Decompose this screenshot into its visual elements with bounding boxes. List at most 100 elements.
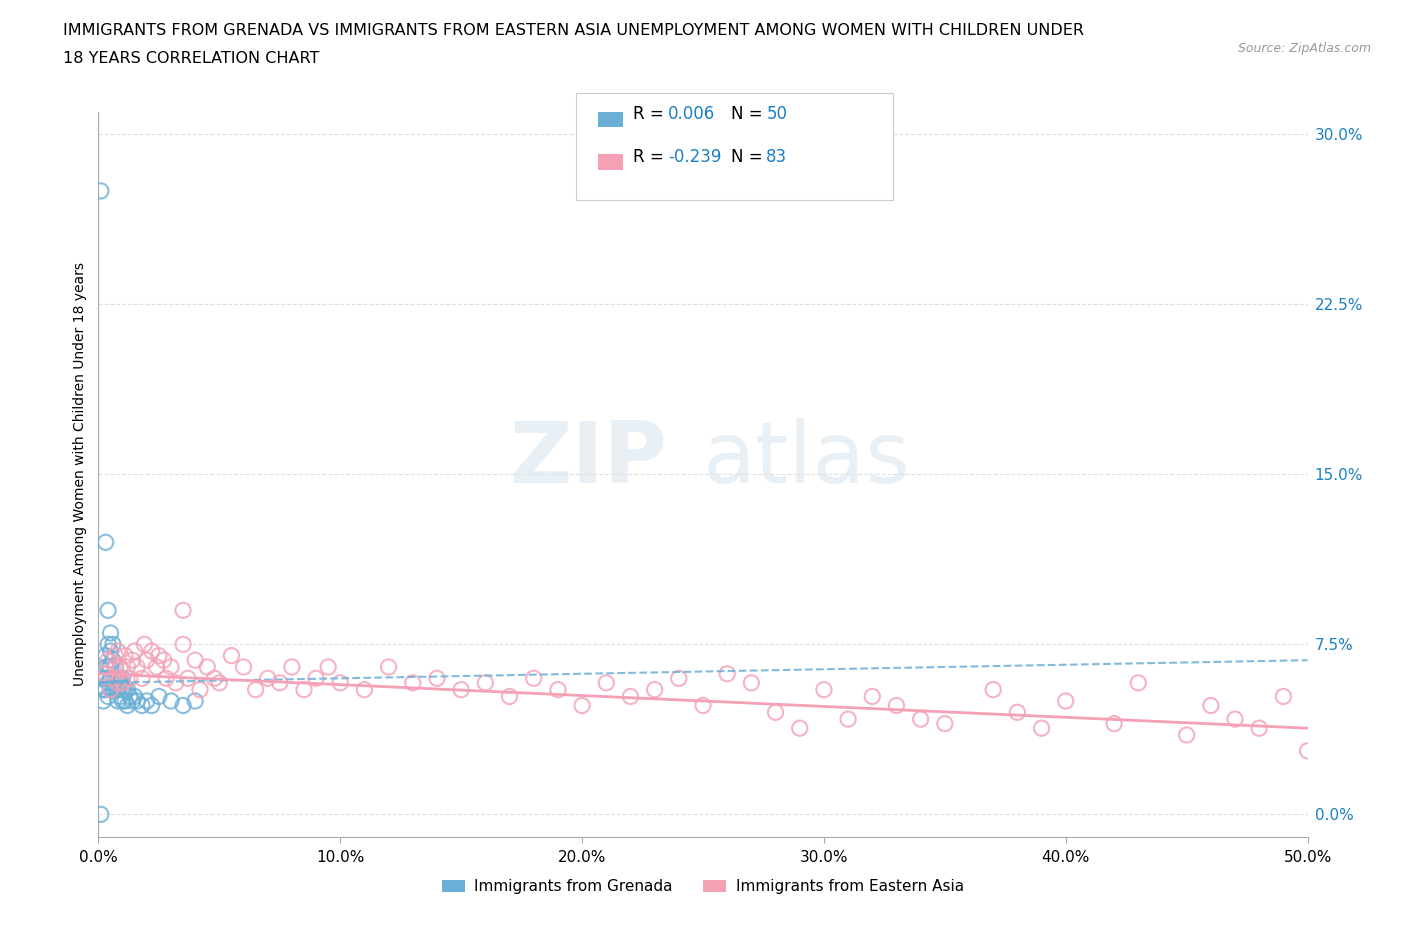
Point	[377, 659, 399, 674]
Point	[97, 659, 120, 674]
Point	[934, 716, 956, 731]
Point	[107, 644, 129, 658]
Point	[789, 721, 811, 736]
Point	[108, 675, 131, 690]
Point	[172, 603, 194, 618]
Point	[208, 675, 231, 690]
Point	[256, 671, 278, 685]
Point	[100, 683, 122, 698]
Point	[221, 648, 243, 663]
Point	[100, 626, 122, 641]
Text: 83: 83	[766, 148, 787, 166]
Text: 0.006: 0.006	[668, 105, 716, 124]
Point	[107, 694, 129, 709]
Point	[177, 671, 200, 685]
Point	[104, 683, 127, 698]
Point	[474, 675, 496, 690]
Point	[97, 675, 120, 690]
Point	[152, 653, 174, 668]
Point	[172, 637, 194, 652]
Point	[97, 689, 120, 704]
Point	[981, 683, 1004, 698]
Point	[97, 603, 120, 618]
Point	[101, 637, 124, 652]
Point	[204, 671, 226, 685]
Point	[124, 644, 146, 658]
Point	[1031, 721, 1053, 736]
Point	[117, 698, 139, 713]
Point	[195, 659, 218, 674]
Point	[118, 671, 141, 685]
Point	[145, 659, 167, 674]
Point	[1007, 705, 1029, 720]
Point	[148, 689, 170, 704]
Point	[1296, 743, 1319, 758]
Point	[127, 659, 149, 674]
Point	[114, 683, 136, 698]
Point	[100, 683, 122, 698]
Text: R =: R =	[633, 105, 669, 124]
Point	[107, 683, 129, 698]
Point	[111, 671, 134, 685]
Point	[160, 694, 183, 709]
Legend: Immigrants from Grenada, Immigrants from Eastern Asia: Immigrants from Grenada, Immigrants from…	[434, 871, 972, 902]
Point	[765, 705, 787, 720]
Point	[402, 675, 425, 690]
Point	[1128, 675, 1150, 690]
Point	[1249, 721, 1271, 736]
Point	[1199, 698, 1222, 713]
Point	[94, 666, 117, 681]
Point	[716, 666, 738, 681]
Point	[837, 711, 859, 726]
Point	[111, 694, 134, 709]
Point	[91, 671, 114, 685]
Point	[165, 675, 187, 690]
Text: 50: 50	[766, 105, 787, 124]
Point	[595, 675, 617, 690]
Point	[232, 659, 254, 674]
Text: atlas: atlas	[703, 418, 911, 501]
Point	[172, 698, 194, 713]
Point	[498, 689, 520, 704]
Text: 18 YEARS CORRELATION CHART: 18 YEARS CORRELATION CHART	[63, 51, 319, 66]
Point	[305, 671, 328, 685]
Point	[101, 653, 124, 668]
Point	[101, 683, 124, 698]
Point	[114, 694, 136, 709]
Point	[111, 675, 134, 690]
Point	[134, 637, 156, 652]
Point	[547, 683, 569, 698]
Point	[740, 675, 762, 690]
Point	[188, 683, 211, 698]
Point	[121, 653, 143, 668]
Point	[571, 698, 593, 713]
Point	[100, 671, 122, 685]
Point	[316, 659, 339, 674]
Point	[160, 659, 183, 674]
Point	[100, 659, 122, 674]
Point	[184, 653, 207, 668]
Point	[813, 683, 835, 698]
Point	[94, 535, 117, 550]
Point	[1102, 716, 1125, 731]
Point	[104, 671, 127, 685]
Point	[94, 683, 117, 698]
Point	[644, 683, 666, 698]
Point	[94, 659, 117, 674]
Point	[141, 644, 163, 658]
Point	[124, 689, 146, 704]
Point	[1175, 727, 1198, 742]
Point	[668, 671, 690, 685]
Point	[94, 648, 117, 663]
Point	[104, 659, 127, 674]
Point	[1054, 694, 1077, 709]
Point	[114, 648, 136, 663]
Point	[94, 671, 117, 685]
Text: ZIP: ZIP	[509, 418, 666, 501]
Point	[910, 711, 932, 726]
Point	[886, 698, 908, 713]
Point	[107, 675, 129, 690]
Text: N =: N =	[731, 105, 768, 124]
Point	[1272, 689, 1295, 704]
Point	[117, 683, 139, 698]
